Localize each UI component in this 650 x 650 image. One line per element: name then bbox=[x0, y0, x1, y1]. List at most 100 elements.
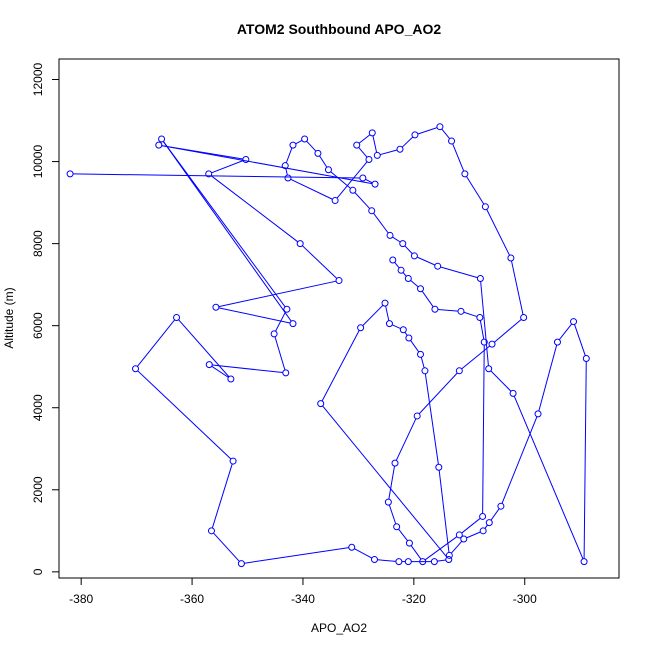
data-point bbox=[534, 410, 542, 418]
series-segment bbox=[161, 145, 243, 160]
data-point bbox=[205, 361, 213, 369]
series-segment bbox=[479, 320, 485, 340]
series-segment bbox=[211, 160, 244, 174]
y-tick-label: 6000 bbox=[31, 312, 45, 339]
series-segment bbox=[490, 370, 512, 392]
data-point bbox=[365, 156, 373, 164]
data-point bbox=[507, 254, 515, 262]
data-point bbox=[404, 558, 412, 566]
series-segment bbox=[450, 540, 463, 554]
y-tick-label: 12000 bbox=[31, 63, 45, 97]
data-point bbox=[359, 174, 367, 182]
data-point bbox=[368, 129, 376, 137]
series-segment bbox=[424, 536, 458, 561]
series-segment bbox=[490, 508, 500, 521]
data-point bbox=[314, 149, 322, 157]
series-segment bbox=[484, 524, 488, 529]
series-segment bbox=[365, 178, 373, 184]
series-segment bbox=[420, 357, 425, 369]
data-point bbox=[479, 512, 487, 520]
data-point bbox=[570, 318, 578, 326]
data-point bbox=[385, 320, 393, 328]
data-point bbox=[289, 320, 297, 328]
y-tick-label: 4000 bbox=[31, 394, 45, 421]
y-tick-label: 0 bbox=[31, 568, 45, 575]
series-segment bbox=[212, 364, 283, 374]
series-segment bbox=[501, 416, 538, 504]
series-segment bbox=[388, 504, 397, 525]
series-segment bbox=[211, 463, 233, 529]
series-segment bbox=[274, 336, 286, 371]
data-point bbox=[242, 156, 250, 164]
x-tick-label: -380 bbox=[69, 592, 93, 606]
series-segment bbox=[558, 323, 573, 341]
series-segment bbox=[494, 319, 522, 343]
data-point bbox=[417, 350, 425, 358]
series-segment bbox=[452, 143, 465, 172]
series-segment bbox=[295, 139, 303, 145]
data-point bbox=[399, 326, 407, 334]
series-segment bbox=[513, 395, 584, 560]
data-point bbox=[460, 535, 468, 543]
series-segment bbox=[410, 280, 419, 288]
data-point bbox=[448, 137, 456, 145]
series-segment bbox=[373, 212, 389, 234]
data-point bbox=[480, 338, 488, 346]
series-segment bbox=[372, 135, 378, 153]
series-segment bbox=[285, 147, 293, 164]
data-point bbox=[324, 166, 332, 174]
data-point bbox=[461, 170, 469, 178]
series-segment bbox=[137, 370, 232, 460]
series-segment bbox=[213, 532, 240, 562]
data-point bbox=[373, 151, 381, 159]
x-tick-label: -340 bbox=[291, 592, 315, 606]
series-segment bbox=[218, 307, 291, 324]
data-point bbox=[348, 543, 356, 551]
data-point bbox=[582, 355, 590, 363]
chart-title: ATOM2 Southbound APO_AO2 bbox=[237, 21, 442, 37]
series-point-group bbox=[66, 123, 590, 568]
plot-frame bbox=[58, 58, 620, 579]
data-point bbox=[485, 519, 493, 527]
series-line-group bbox=[73, 127, 587, 564]
series-segment bbox=[486, 209, 510, 256]
y-tick-label: 10000 bbox=[31, 145, 45, 179]
data-point bbox=[509, 389, 517, 397]
series-segment bbox=[417, 127, 438, 135]
series-segment bbox=[480, 281, 489, 366]
series-segment bbox=[380, 149, 398, 156]
series-segment bbox=[321, 330, 360, 402]
data-point bbox=[455, 367, 463, 375]
data-point bbox=[212, 303, 220, 311]
data-point bbox=[391, 459, 399, 467]
data-point bbox=[455, 531, 463, 539]
x-axis: -380 -360 -340 -320 -300 bbox=[69, 577, 537, 606]
data-point bbox=[155, 141, 163, 149]
series-segment bbox=[440, 266, 478, 279]
data-point bbox=[389, 256, 397, 264]
series-segment bbox=[362, 304, 384, 326]
data-point bbox=[405, 539, 413, 547]
series-segment bbox=[354, 548, 373, 559]
series-segment bbox=[73, 173, 360, 179]
series-segment bbox=[377, 559, 396, 562]
series-segment bbox=[275, 311, 286, 332]
data-point bbox=[370, 556, 378, 564]
series-segment bbox=[336, 161, 368, 199]
series-segment bbox=[391, 324, 401, 330]
data-point bbox=[457, 307, 465, 315]
x-axis-title: APO_AO2 bbox=[311, 621, 367, 635]
series-segment bbox=[244, 547, 349, 564]
data-point bbox=[476, 274, 484, 282]
data-point bbox=[485, 365, 493, 373]
data-point bbox=[405, 334, 413, 342]
data-point bbox=[417, 285, 425, 293]
series-segment bbox=[358, 147, 368, 158]
data-point bbox=[335, 277, 343, 285]
data-point bbox=[445, 556, 453, 564]
series-segment bbox=[437, 559, 446, 562]
series-segment bbox=[394, 262, 400, 269]
data-point bbox=[386, 231, 394, 239]
